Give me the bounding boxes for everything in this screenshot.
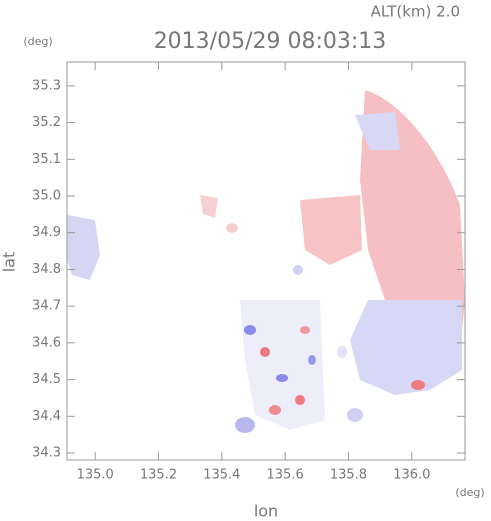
echo-cell xyxy=(226,223,238,233)
y-tick-label: 35.3 xyxy=(32,78,61,93)
echo-region xyxy=(67,215,100,280)
y-axis-label: lat xyxy=(0,252,19,273)
plot-frame xyxy=(66,61,466,461)
echo-cell xyxy=(269,405,281,415)
echo-cell xyxy=(244,325,256,335)
echo-field xyxy=(67,90,465,433)
echo-cell xyxy=(411,380,425,390)
x-tick-label: 135.2 xyxy=(140,468,177,483)
echo-cell xyxy=(347,408,363,422)
echo-cell xyxy=(260,347,270,357)
chart-title: 2013/05/29 08:03:13 xyxy=(154,29,387,54)
y-tick-label: 35.1 xyxy=(32,152,61,167)
x-unit: (deg) xyxy=(455,486,484,499)
y-tick-label: 34.3 xyxy=(32,446,61,461)
echo-cell xyxy=(295,395,305,405)
y-tick-label: 34.5 xyxy=(32,372,61,387)
y-tick-label: 34.4 xyxy=(32,409,61,424)
echo-region xyxy=(350,300,462,395)
echo-cell xyxy=(308,355,316,365)
echo-cell xyxy=(293,265,303,275)
y-tick-label: 34.8 xyxy=(32,262,61,277)
x-tick-label: 136.0 xyxy=(393,468,430,483)
y-tick-label: 35.0 xyxy=(32,189,61,204)
x-tick-label: 135.8 xyxy=(330,468,367,483)
x-tick-label: 135.6 xyxy=(267,468,304,483)
y-tick-label: 35.2 xyxy=(32,115,61,130)
x-tick-label: 135.4 xyxy=(203,468,240,483)
echo-region xyxy=(300,195,362,265)
echo-region xyxy=(200,195,218,218)
echo-cell xyxy=(276,374,288,382)
x-tick-label: 135.0 xyxy=(77,468,114,483)
echo-cell xyxy=(337,346,347,358)
echo-region xyxy=(355,112,400,150)
y-unit: (deg) xyxy=(23,35,52,48)
echo-cell xyxy=(300,326,310,334)
echo-cell xyxy=(235,417,255,433)
echo-region xyxy=(360,90,465,335)
y-tick-label: 34.7 xyxy=(32,299,61,314)
y-tick-label: 34.9 xyxy=(32,225,61,240)
x-axis-label: lon xyxy=(254,502,278,521)
y-tick-label: 34.6 xyxy=(32,335,61,350)
annotation: ALT(km) 2.0 xyxy=(371,3,460,21)
echo-region xyxy=(240,300,325,430)
